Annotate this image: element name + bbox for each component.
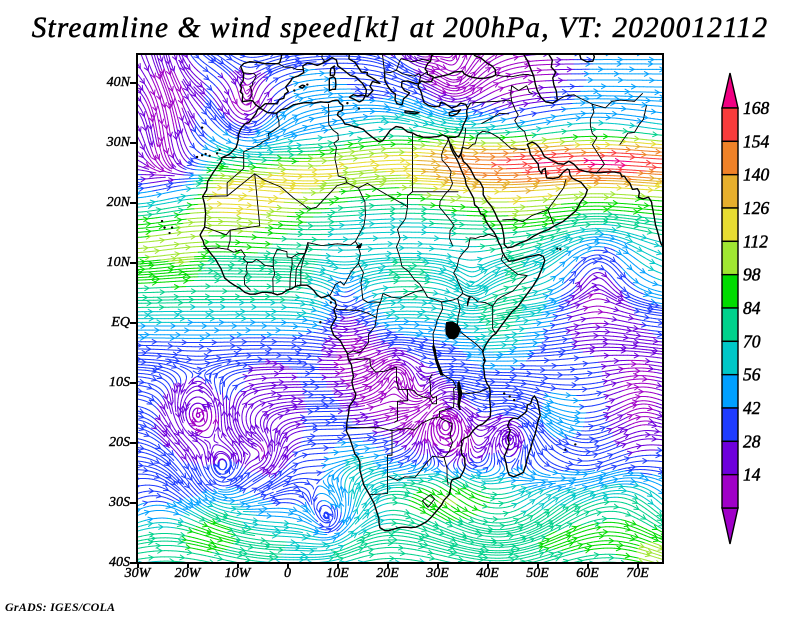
svg-text:168: 168 <box>743 98 770 118</box>
svg-text:98: 98 <box>743 265 761 285</box>
svg-text:14: 14 <box>743 465 761 485</box>
svg-text:28: 28 <box>743 431 761 451</box>
svg-text:126: 126 <box>743 198 770 218</box>
svg-text:140: 140 <box>743 165 770 185</box>
svg-text:56: 56 <box>743 365 761 385</box>
svg-text:154: 154 <box>743 131 770 151</box>
svg-text:84: 84 <box>743 298 761 318</box>
svg-text:112: 112 <box>743 231 768 251</box>
svg-text:42: 42 <box>743 398 761 418</box>
svg-text:70: 70 <box>743 331 761 351</box>
